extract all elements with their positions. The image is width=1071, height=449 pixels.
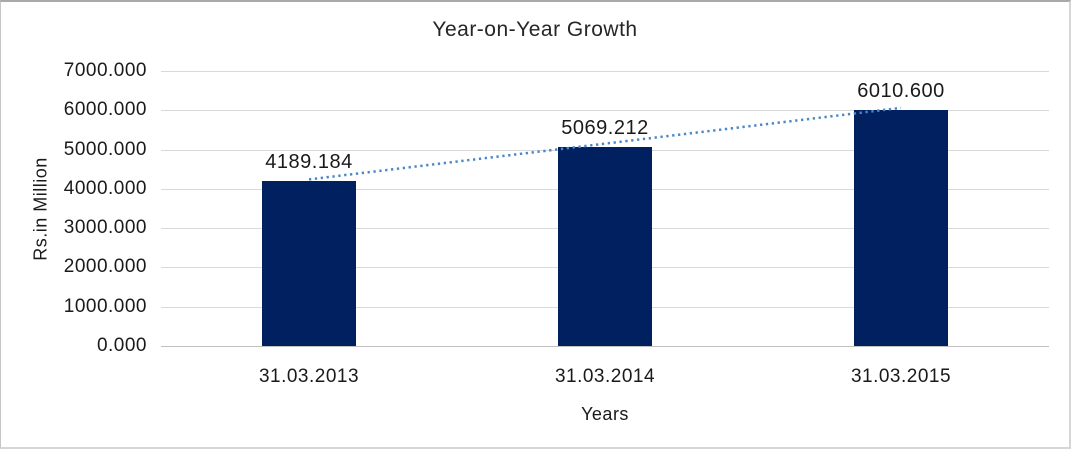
y-tick-label: 2000.000	[63, 256, 147, 278]
y-tick-label: 5000.000	[63, 138, 147, 160]
y-tick-label: 0.000	[96, 335, 147, 356]
x-axis-title: Years	[581, 404, 629, 424]
bar-data-label: 6010.600	[857, 79, 945, 102]
y-tick-label: 3000.000	[63, 217, 147, 239]
x-tick-label: 31.03.2013	[258, 366, 360, 387]
bar-31.03.2015	[854, 109, 948, 346]
y-axis-title: Rs.in Million	[30, 157, 51, 261]
gridline	[161, 71, 1049, 72]
bar-31.03.2014	[558, 146, 652, 346]
bar-31.03.2013	[262, 181, 356, 346]
plot-area: 4189.184 5069.212 6010.600	[161, 71, 1049, 347]
bar-data-label: 4189.184	[265, 151, 353, 174]
y-tick-label: 6000.000	[63, 99, 147, 121]
gridline	[161, 346, 1049, 347]
chart-title: Year-on-Year Growth	[432, 18, 638, 41]
bar-data-label: 5069.212	[561, 116, 649, 139]
x-tick-label: 31.03.2014	[554, 366, 656, 387]
y-tick-label: 7000.000	[63, 60, 147, 81]
y-tick-label: 4000.000	[63, 177, 147, 199]
y-tick-label: 1000.000	[63, 295, 147, 317]
x-tick-label: 31.03.2015	[850, 366, 952, 387]
